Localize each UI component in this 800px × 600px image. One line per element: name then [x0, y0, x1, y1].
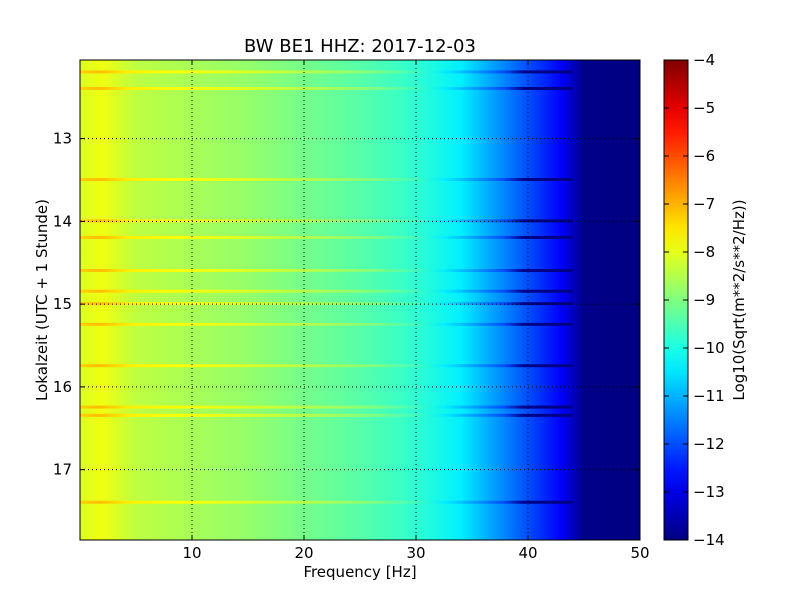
- spectral-band: [80, 302, 573, 306]
- x-axis: 10 20 30 40 50: [182, 60, 650, 562]
- y-tick-label: 15: [53, 295, 72, 313]
- y-axis-label: Lokalzeit (UTC + 1 Stunde): [33, 199, 51, 401]
- spectral-band: [80, 70, 573, 74]
- x-axis-label: Frequency [Hz]: [303, 563, 416, 581]
- y-tick-label: 16: [53, 378, 72, 396]
- spectral-band: [80, 322, 573, 326]
- spectral-band: [80, 235, 573, 239]
- x-tick-label: 40: [518, 544, 537, 562]
- colorbar-tick-label: −9: [693, 291, 715, 309]
- colorbar-tick-label: −12: [693, 435, 725, 453]
- x-tick-label: 20: [294, 544, 313, 562]
- spectral-band: [80, 500, 573, 504]
- y-tick-label: 14: [53, 212, 72, 230]
- y-tick-label: 17: [53, 461, 72, 479]
- spectral-bands: [80, 70, 573, 504]
- x-tick-label: 50: [630, 544, 649, 562]
- colorbar-tick-label: −13: [693, 483, 725, 501]
- colorbar-tick-label: −8: [693, 243, 715, 261]
- colorbar-label: Log10(Sqrt(m**2/s**2/Hz)): [730, 199, 748, 400]
- colorbar: −4 −5 −6 −7 −8 −9 −10 −11 −12 −13 −14 Log10(Sqrt(m…: [663, 51, 748, 549]
- colorbar-tick-label: −6: [693, 147, 715, 165]
- chart-title: BW BE1 HHZ: 2017-12-03: [244, 36, 476, 57]
- x-tick-label: 30: [406, 544, 425, 562]
- spectral-band: [80, 413, 573, 417]
- colorbar-ticks: −4 −5 −6 −7 −8 −9 −10 −11 −12 −13 −14: [664, 51, 725, 549]
- spectral-band: [80, 405, 573, 409]
- colorbar-tick-label: −5: [693, 99, 715, 117]
- grid-lines: [80, 60, 640, 540]
- colorbar-tick-label: −4: [693, 51, 715, 69]
- plot-area: [80, 60, 640, 540]
- colorbar-tick-label: −10: [693, 339, 725, 357]
- spectral-band: [80, 178, 573, 181]
- spectral-band: [80, 364, 573, 368]
- spectral-band: [80, 219, 573, 223]
- y-axis: 13 14 15 16 17: [53, 130, 640, 479]
- colorbar-tick-label: −7: [693, 195, 715, 213]
- spectral-band: [80, 289, 573, 293]
- spectral-band: [80, 269, 573, 273]
- y-tick-label: 13: [53, 130, 72, 148]
- plot-frame: [79, 59, 641, 541]
- colorbar-tick-label: −14: [693, 531, 725, 549]
- x-tick-label: 10: [182, 544, 201, 562]
- spectral-band: [80, 86, 573, 90]
- colorbar-tick-label: −11: [693, 387, 725, 405]
- spectrogram-field: [80, 60, 640, 540]
